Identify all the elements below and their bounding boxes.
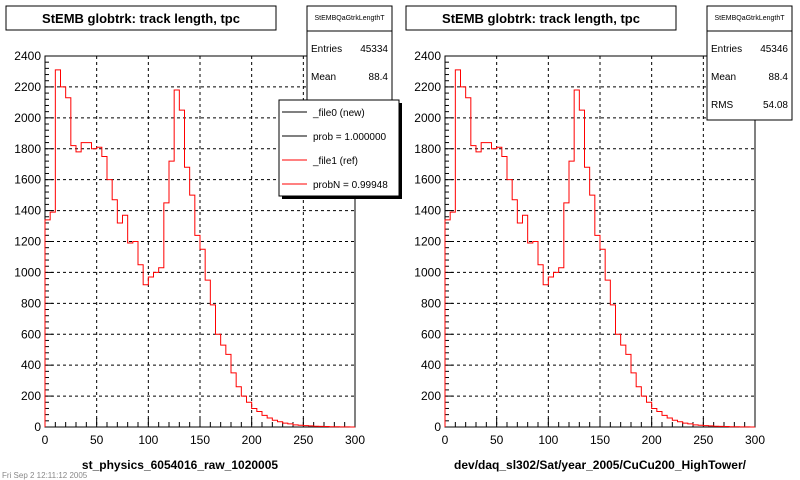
stats-label: Entries <box>711 44 742 55</box>
y-tick-label: 1000 <box>14 265 41 279</box>
stats-label: Mean <box>311 72 336 83</box>
y-tick-label: 400 <box>421 358 441 372</box>
legend-label: _file0 (new) <box>312 108 365 119</box>
chart-panel-1: 0200400600800100012001400160018002000220… <box>5 5 402 472</box>
stats-value: 54.08 <box>763 100 788 111</box>
x-tick-label: 100 <box>138 433 158 447</box>
x-axis-title: st_physics_6054016_raw_1020005 <box>82 458 278 472</box>
legend-label: probN = 0.99948 <box>313 180 388 191</box>
y-tick-label: 0 <box>434 420 441 434</box>
y-tick-label: 200 <box>421 389 441 403</box>
y-tick-label: 400 <box>21 358 41 372</box>
chart-panel-2: 0200400600800100012001400160018002000220… <box>405 5 793 472</box>
x-tick-label: 100 <box>538 433 558 447</box>
histogram-series-1 <box>44 69 355 428</box>
x-tick-label: 50 <box>90 433 104 447</box>
y-tick-label: 2400 <box>414 49 441 63</box>
stats-label: RMS <box>711 100 734 111</box>
y-tick-label: 0 <box>34 420 41 434</box>
chart-title: StEMB globtrk: track length, tpc <box>442 11 640 26</box>
title-box <box>5 5 277 31</box>
x-tick-label: 200 <box>242 433 262 447</box>
x-tick-label: 0 <box>42 433 49 447</box>
stats-box <box>706 5 793 121</box>
grid <box>445 56 755 427</box>
y-tick-label: 1600 <box>14 173 41 187</box>
x-tick-label: 0 <box>442 433 449 447</box>
x-tick-label: 150 <box>190 433 210 447</box>
histogram-series-1 <box>444 69 755 428</box>
chart-title: StEMB globtrk: track length, tpc <box>42 11 240 26</box>
x-axis <box>444 418 756 427</box>
footer-date: Fri Sep 2 12:11:12 2005 <box>2 471 88 480</box>
y-tick-label: 2200 <box>14 80 41 94</box>
y-tick-label: 200 <box>21 389 41 403</box>
x-tick-label: 250 <box>693 433 713 447</box>
y-axis <box>445 55 453 428</box>
y-tick-label: 2000 <box>14 111 41 125</box>
y-tick-label: 2200 <box>414 80 441 94</box>
y-tick-label: 1600 <box>414 173 441 187</box>
y-tick-label: 1800 <box>414 142 441 156</box>
y-tick-label: 800 <box>421 296 441 310</box>
x-tick-label: 150 <box>590 433 610 447</box>
x-tick-label: 300 <box>745 433 765 447</box>
y-tick-label: 1000 <box>414 265 441 279</box>
y-tick-label: 1800 <box>14 142 41 156</box>
stats-label: Entries <box>311 44 342 55</box>
x-axis <box>44 418 356 427</box>
x-axis-title: dev/daq_sl302/Sat/year_2005/CuCu200_High… <box>454 458 747 472</box>
stats-value: 45334 <box>360 44 388 55</box>
x-tick-label: 250 <box>293 433 313 447</box>
y-tick-label: 1200 <box>14 235 41 249</box>
stats-label: Mean <box>711 72 736 83</box>
stats-value: 45346 <box>760 44 788 55</box>
stats-value: 88.4 <box>769 72 789 83</box>
y-tick-label: 1200 <box>414 235 441 249</box>
legend-box <box>278 99 400 197</box>
x-tick-label: 200 <box>642 433 662 447</box>
y-tick-label: 600 <box>421 327 441 341</box>
y-tick-label: 800 <box>21 296 41 310</box>
x-tick-label: 300 <box>345 433 365 447</box>
y-axis <box>45 55 53 428</box>
y-tick-label: 600 <box>21 327 41 341</box>
title-box <box>405 5 677 31</box>
legend: _file0 (new) prob = 1.000000 _file1 (ref) p… <box>278 99 402 199</box>
stats-box <box>306 5 393 101</box>
legend-label: _file1 (ref) <box>312 156 358 167</box>
stats-name: StEMBQaGtrkLengthT <box>314 15 385 22</box>
y-tick-label: 2400 <box>14 49 41 63</box>
y-tick-label: 1400 <box>414 204 441 218</box>
legend-label: prob = 1.000000 <box>313 132 387 143</box>
stats-value: 88.4 <box>369 72 389 83</box>
stats-name: StEMBQaGtrkLengthT <box>714 15 785 22</box>
y-tick-label: 1400 <box>14 204 41 218</box>
y-tick-label: 2000 <box>414 111 441 125</box>
x-tick-label: 50 <box>490 433 504 447</box>
